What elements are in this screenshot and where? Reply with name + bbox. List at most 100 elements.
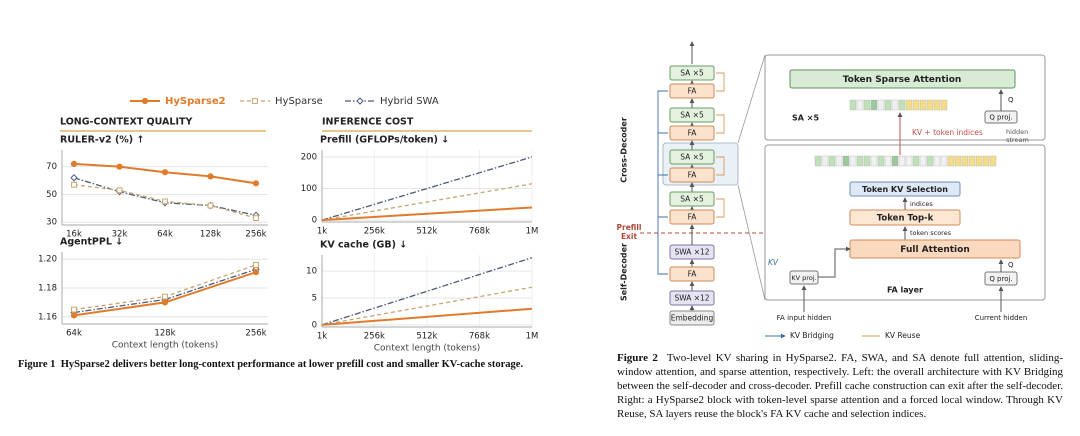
box-label: Token KV Selection xyxy=(862,185,948,194)
stack-label: Embedding xyxy=(671,314,714,323)
x-tick-label: 256k xyxy=(364,332,385,342)
legend-marker xyxy=(252,98,258,104)
y-tick-label: 1.16 xyxy=(38,312,57,322)
stack-box xyxy=(669,290,715,306)
legend-label: KV Reuse xyxy=(885,331,921,340)
stack-box xyxy=(669,149,715,165)
x-tick-label: 32k xyxy=(112,230,128,240)
legend-marker xyxy=(356,97,364,105)
x-axis-label: Context length (tokens) xyxy=(112,341,219,351)
marker xyxy=(70,174,78,182)
caption-label: Figure 2 xyxy=(617,352,658,364)
token-cell xyxy=(912,99,920,111)
kv-bridging-path xyxy=(657,90,668,275)
token-cell xyxy=(891,155,899,167)
stack-label: FA xyxy=(688,270,698,279)
token-cell xyxy=(933,99,941,111)
box-label: Token Sparse Attention xyxy=(843,75,962,85)
series-line xyxy=(321,307,533,326)
token-cell xyxy=(835,155,843,167)
token-cell xyxy=(905,99,913,111)
token-cell xyxy=(926,99,934,111)
topk-box xyxy=(849,209,961,226)
caption-label: Figure 1 xyxy=(18,359,56,370)
selection-box xyxy=(849,181,961,197)
arrow-label: Q xyxy=(1008,96,1014,104)
stack-label: FA xyxy=(688,129,698,138)
y-tick-label: 200 xyxy=(301,152,317,162)
stack-label: FA xyxy=(688,213,698,222)
group-label: Self-Decoder xyxy=(620,243,629,301)
token-cell xyxy=(905,155,913,167)
kv-label: KV xyxy=(768,258,779,267)
stack-label: SA ×5 xyxy=(680,153,704,162)
stack-box xyxy=(669,244,715,260)
marker xyxy=(71,181,77,188)
x-tick-label: 64k xyxy=(157,230,173,240)
stack-box xyxy=(669,191,715,207)
marker xyxy=(70,312,78,319)
stack-label: FA xyxy=(688,87,698,96)
input-label: FA input hidden xyxy=(777,314,832,322)
token-cell xyxy=(919,99,927,111)
stack-box xyxy=(669,167,715,183)
series-line xyxy=(321,156,533,221)
block-label: SA ×5 xyxy=(792,114,819,123)
tsa-box xyxy=(789,69,1016,89)
stack-box xyxy=(669,266,715,282)
y-tick-label: 30 xyxy=(46,218,57,228)
arrow-label: KV + token indices xyxy=(912,128,983,137)
x-tick-label: 768k xyxy=(469,332,490,342)
x-tick-label: 1M xyxy=(526,227,539,237)
token-cell xyxy=(954,155,962,167)
x-axis-label: Context length (tokens) xyxy=(374,344,481,354)
series-line xyxy=(73,177,257,216)
token-cell xyxy=(856,155,864,167)
token-cell xyxy=(940,155,948,167)
legend-label: Hybrid SWA xyxy=(380,96,439,107)
y-tick-label: 50 xyxy=(46,190,57,200)
x-tick-label: 1M xyxy=(526,332,539,342)
arrow-label: indices xyxy=(910,200,933,208)
y-tick-label: 100 xyxy=(301,184,317,194)
marker xyxy=(252,180,260,187)
marker xyxy=(116,163,123,170)
token-cell xyxy=(856,99,864,111)
token-cell xyxy=(975,155,983,167)
marker xyxy=(162,293,168,300)
token-cell xyxy=(940,99,948,111)
legend-label: KV Bridging xyxy=(790,331,834,340)
x-tick-label: 256k xyxy=(364,227,385,237)
stack-box xyxy=(669,310,715,326)
y-tick-label: 10 xyxy=(306,267,317,277)
stack-label: SA ×5 xyxy=(680,111,704,120)
x-tick-label: 512k xyxy=(416,332,437,342)
series-line xyxy=(321,183,533,221)
x-tick-label: 64k xyxy=(66,329,82,339)
stack-label: SWA ×12 xyxy=(674,294,709,303)
token-cell xyxy=(849,99,857,111)
box-label: KV proj. xyxy=(791,274,816,282)
caption-text: HySparse2 delivers better long-context p… xyxy=(60,359,524,370)
token-cell xyxy=(898,155,906,167)
token-cell xyxy=(828,155,836,167)
arrow-label: Q xyxy=(1008,261,1014,269)
x-tick-label: 16k xyxy=(66,230,82,240)
prefill-exit-label: Prefill xyxy=(617,223,642,232)
series-line xyxy=(73,268,257,314)
stack-label: FA xyxy=(688,171,698,180)
x-tick-label: 1k xyxy=(317,332,327,342)
series-line xyxy=(321,286,533,326)
stack-label: SWA ×12 xyxy=(674,248,709,257)
zoom-line xyxy=(737,54,766,144)
y-tick-label: 70 xyxy=(46,162,57,172)
box-label: Q proj. xyxy=(989,275,1012,283)
token-cell xyxy=(863,99,871,111)
stack-box xyxy=(669,83,715,99)
note: stream xyxy=(1006,136,1029,144)
legend-marker xyxy=(141,97,149,105)
token-cell xyxy=(877,99,885,111)
token-cell xyxy=(884,155,892,167)
